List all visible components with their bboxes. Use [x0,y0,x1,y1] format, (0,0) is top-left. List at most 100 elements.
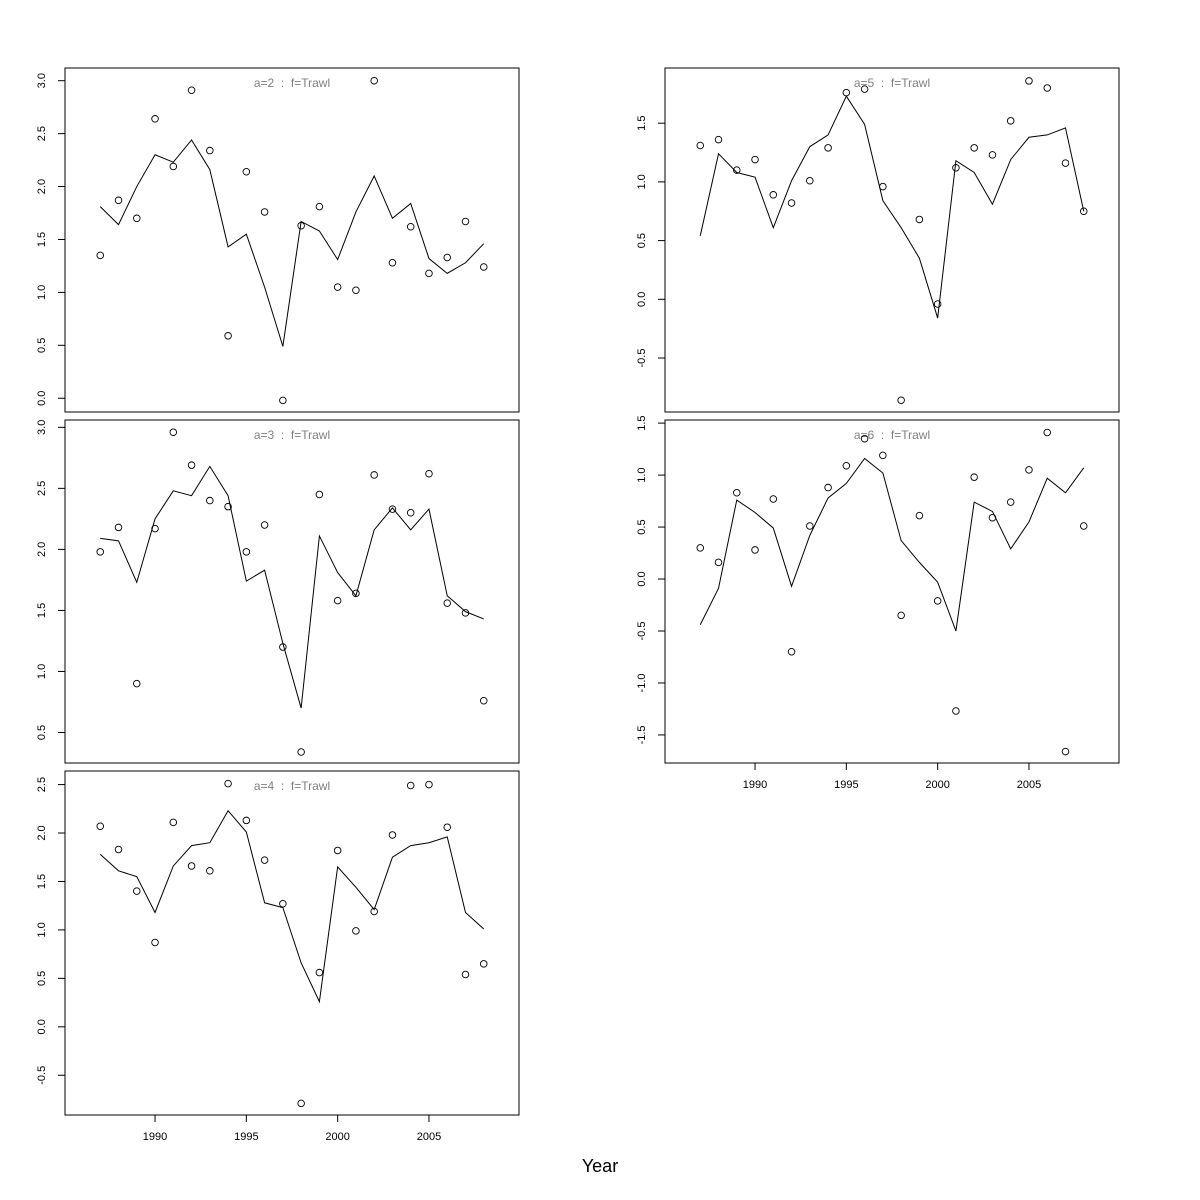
observed-point [933,597,942,605]
observed-point [842,88,851,97]
observed-point [333,283,342,291]
observed-point [733,166,741,174]
observed-point [224,779,232,788]
observed-point [96,822,104,830]
observed-point [297,748,305,756]
observed-point [787,199,796,207]
y-tick-label: 2.5 [36,481,48,496]
observed-point [114,845,123,854]
observed-point [952,707,960,715]
observed-point [461,217,470,226]
observed-point [114,196,123,205]
observed-point [806,522,814,530]
observed-point [151,115,159,123]
panel-title: a=5 : f=Trawl [854,76,930,90]
y-tick-label: 2.5 [36,777,48,792]
observed-point [406,509,415,517]
y-tick-label: 1.0 [636,467,648,482]
y-tick-label: 0.0 [36,1019,48,1034]
observed-point [1080,522,1088,530]
y-tick-label: 0.0 [636,571,648,586]
y-tick-label: 0.0 [36,391,48,406]
observed-point [260,521,269,529]
observed-point [952,164,960,172]
y-tick-label: 0.5 [636,233,648,248]
observed-point [388,259,397,267]
y-tick-label: 3.0 [36,73,48,88]
observed-point [714,135,723,144]
observed-point [187,862,196,870]
panel-title: a=6 : f=Trawl [854,428,930,442]
observed-point [425,269,433,278]
observed-point [333,846,342,855]
observed-point [242,816,251,825]
observed-point [96,548,104,556]
y-tick-label: 0.5 [36,338,48,353]
observed-point [769,191,778,199]
y-tick-label: -0.5 [36,1066,48,1085]
x-tick-label: 1995 [834,779,858,791]
y-tick-label: 0.5 [36,725,48,740]
y-tick-label: -1.5 [636,725,648,744]
observed-point [352,286,360,295]
y-tick-label: 1.5 [36,874,48,889]
y-tick-label: 2.5 [36,126,48,141]
panel-title: a=2 : f=Trawl [254,76,330,90]
observed-point [1006,117,1015,125]
observed-point [769,495,778,503]
y-tick-label: -0.5 [636,349,648,368]
y-tick-label: 0.5 [636,519,648,534]
x-tick-label: 2000 [325,1131,349,1143]
y-tick-label: 1.0 [36,922,48,937]
panel-frame [64,67,520,413]
observed-point [96,251,104,260]
fitted-line [699,457,1085,632]
observed-point [352,927,360,935]
observed-point [206,867,214,875]
y-tick-label: 1.0 [636,174,648,189]
fitted-line [699,95,1085,319]
observed-point [169,818,178,827]
observed-point [425,780,433,789]
observed-point [988,151,997,159]
observed-point [1080,207,1088,215]
observed-point [242,167,251,176]
observed-point [260,208,269,216]
x-tick-label: 1990 [743,779,767,791]
observed-point [480,960,488,968]
x-tick-label: 2005 [1017,779,1041,791]
panel-frame [664,419,1120,764]
observed-point [315,202,324,211]
observed-point [333,596,342,605]
panel-frame [64,770,520,1116]
observed-point [824,144,832,152]
observed-point [806,176,814,185]
observed-point [751,155,759,164]
observed-point [114,523,123,532]
observed-point [860,434,869,443]
observed-point [352,589,360,598]
observed-point [406,781,415,790]
panel-title: a=4 : f=Trawl [254,779,330,793]
observed-point [480,263,488,271]
observed-point [224,332,232,340]
fitted-line [100,465,484,709]
fitted-line [99,139,485,347]
observed-point [461,970,470,979]
observed-point [133,214,141,223]
observed-point [879,451,887,460]
observed-point [187,86,196,94]
y-tick-label: 2.0 [36,542,48,557]
y-tick-label: 1.5 [636,116,648,131]
observed-point [824,483,832,492]
observed-point [279,396,287,405]
observed-point [315,968,324,977]
observed-point [260,856,269,864]
y-tick-label: 2.0 [36,825,48,840]
observed-point [1006,498,1015,506]
panel-frame [64,419,520,764]
observed-point [860,85,869,93]
observed-point [443,823,451,831]
observed-point [406,223,415,231]
